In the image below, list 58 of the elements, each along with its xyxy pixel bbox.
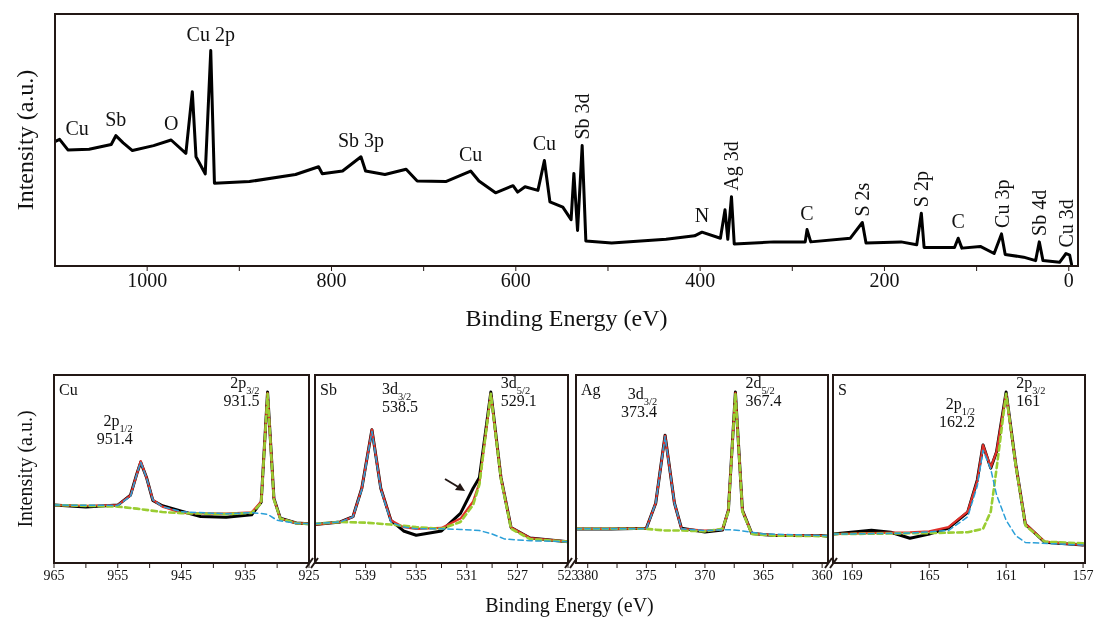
- x-axis-title: Binding Energy (eV): [465, 305, 668, 331]
- annotation: Sb 3p: [337, 128, 385, 152]
- annotation: Cu: [458, 143, 483, 166]
- x-tick-label: 360: [811, 567, 833, 583]
- x-tick-label: 157: [1072, 567, 1094, 583]
- annotation: Sb 3d: [571, 93, 594, 140]
- x-tick-label: 800: [316, 269, 347, 292]
- x-tick-label: 161: [995, 567, 1017, 583]
- annotation: O: [163, 112, 179, 134]
- annotation: 3d$_{3/2}$ 538.5: [381, 379, 418, 415]
- annotation: 2p$_{3/2}$ 931.5: [223, 374, 260, 410]
- annotation: 2d$_{5/2}$ 367.4: [745, 374, 782, 410]
- x-tick-label: 380: [577, 567, 599, 583]
- annotation: 2p$_{3/2}$ 161: [1016, 374, 1046, 410]
- annotation: Sb: [320, 381, 337, 398]
- x-tick-label: 925: [298, 567, 320, 583]
- annotation: Cu 2p: [186, 22, 235, 46]
- annotation: C: [951, 210, 965, 233]
- annotation: N: [694, 204, 710, 227]
- x-tick-label: 169: [841, 567, 863, 583]
- annotation: 3d$_{3/2}$ 373.4: [621, 385, 658, 421]
- x-tick-label: 0: [1063, 269, 1074, 292]
- annotation: Sb 4d: [1028, 189, 1051, 236]
- y-axis-title: Intensity (a.u.): [14, 410, 37, 528]
- annotation: Ag 3d: [720, 141, 744, 191]
- annotation: Sb: [105, 107, 127, 130]
- x-tick-label: 165: [918, 567, 940, 583]
- x-tick-label: 965: [43, 567, 65, 583]
- x-tick-label: 370: [694, 567, 716, 583]
- x-tick-label: 955: [107, 567, 129, 583]
- x-tick-label: 535: [405, 567, 427, 583]
- annotation: S: [838, 381, 847, 398]
- annotation: 2p$_{1/2}$ 162.2: [939, 394, 976, 430]
- x-axis-title: Binding Energy (eV): [484, 594, 655, 617]
- x-tick-label: 945: [171, 567, 192, 583]
- annotation: 3d$_{5/2}$ 529.1: [500, 374, 537, 410]
- annotation: Cu: [59, 381, 78, 398]
- annotation: Cu: [65, 117, 89, 140]
- x-tick-label: 539: [355, 567, 377, 583]
- annotation: C: [800, 201, 814, 224]
- y-axis-title: Intensity (a.u.): [12, 69, 38, 211]
- x-tick-label: 531: [456, 567, 478, 583]
- x-tick-label: 375: [635, 567, 657, 583]
- x-tick-label: 400: [685, 269, 716, 292]
- annotation: Cu: [532, 132, 557, 155]
- annotation: Ag: [581, 381, 601, 399]
- x-tick-label: 365: [753, 567, 775, 583]
- x-tick-label: 1000: [127, 269, 168, 292]
- x-tick-label: 935: [234, 567, 256, 583]
- annotation: S 2p: [910, 171, 934, 208]
- annotation: S 2s: [851, 182, 874, 217]
- x-tick-label: 523: [557, 567, 579, 583]
- annotation: Cu 3d: [1055, 199, 1078, 248]
- annotation: Cu 3p: [990, 179, 1014, 228]
- x-tick-label: 527: [506, 567, 528, 583]
- x-tick-label: 200: [869, 269, 900, 292]
- x-tick-label: 600: [500, 269, 531, 292]
- annotation: 2p$_{1/2}$ 951.4: [96, 412, 133, 448]
